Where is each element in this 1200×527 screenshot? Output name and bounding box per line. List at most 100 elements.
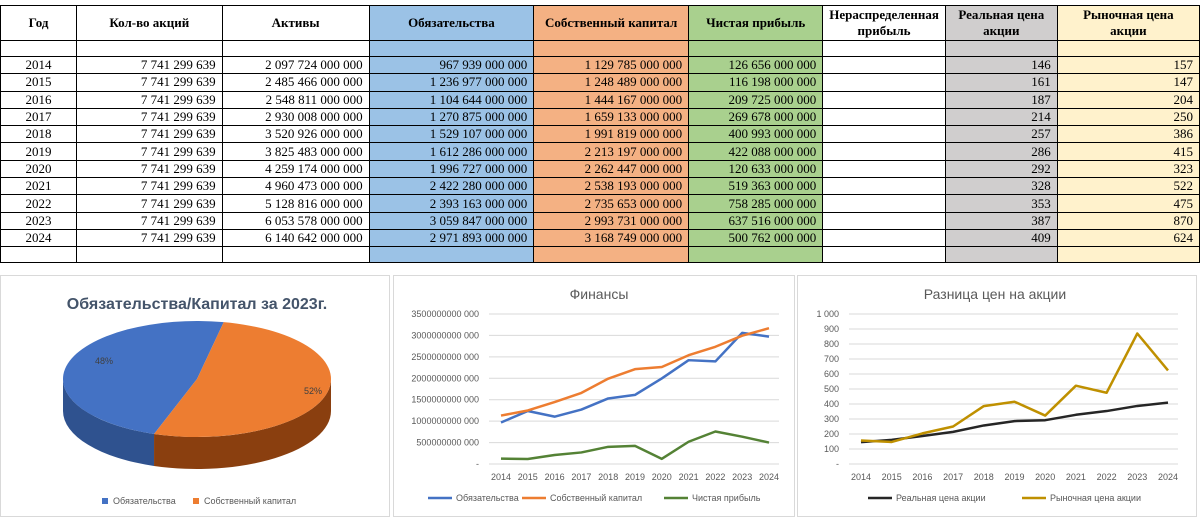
cell[interactable]: Кол-во акций [76,5,223,41]
cell[interactable]: 2 485 466 000 000 [221,73,370,92]
cell[interactable] [221,246,370,264]
cell[interactable]: 204 [1056,90,1200,109]
cell[interactable] [221,40,370,57]
cell[interactable]: 187 [944,90,1058,109]
cell[interactable]: 2020 [0,159,78,179]
cell[interactable]: Обязательства [368,5,535,41]
cell[interactable] [822,159,946,179]
cell[interactable]: 415 [1056,142,1200,161]
cell[interactable]: 2017 [0,107,78,127]
cell[interactable] [822,228,946,248]
cell[interactable]: 7 741 299 639 [76,228,223,248]
cell[interactable]: 386 [1056,125,1200,144]
cell[interactable] [822,90,946,109]
cell[interactable]: 2015 [0,73,78,92]
cell[interactable]: 147 [1056,73,1200,92]
cell[interactable]: 209 725 000 000 [688,90,824,109]
cell[interactable] [822,142,946,161]
cell[interactable]: 120 633 000 000 [688,159,824,179]
cell[interactable]: 214 [944,107,1058,127]
cell[interactable]: 2 538 193 000 000 [533,177,690,196]
cell[interactable]: 967 939 000 000 [368,55,535,75]
cell[interactable] [822,177,946,196]
cell[interactable]: 3 520 926 000 000 [221,125,370,144]
cell[interactable]: 7 741 299 639 [76,90,223,109]
cell[interactable]: 2016 [0,90,78,109]
cell[interactable]: 3 825 483 000 000 [221,142,370,161]
cell[interactable]: 1 129 785 000 000 [533,55,690,75]
cell[interactable] [0,40,78,57]
cell[interactable] [688,246,824,264]
cell[interactable]: Рыночная цена акции [1056,5,1200,41]
cell[interactable]: 1 996 727 000 000 [368,159,535,179]
cell[interactable]: 7 741 299 639 [76,194,223,213]
cell[interactable]: 7 741 299 639 [76,125,223,144]
cell[interactable]: 1 991 819 000 000 [533,125,690,144]
cell[interactable] [822,73,946,92]
cell[interactable]: 4 259 174 000 000 [221,159,370,179]
cell[interactable]: 161 [944,73,1058,92]
cell[interactable]: 2022 [0,194,78,213]
cell[interactable] [688,40,824,57]
cell[interactable] [76,40,223,57]
cell[interactable]: 1 529 107 000 000 [368,125,535,144]
cell[interactable]: 7 741 299 639 [76,211,223,230]
cell[interactable]: 257 [944,125,1058,144]
cell[interactable] [368,246,535,264]
cell[interactable]: 7 741 299 639 [76,55,223,75]
cell[interactable] [533,40,690,57]
cell[interactable]: 323 [1056,159,1200,179]
cell[interactable]: 2 548 811 000 000 [221,90,370,109]
cell[interactable]: 116 198 000 000 [688,73,824,92]
cell[interactable]: 7 741 299 639 [76,159,223,179]
cell[interactable]: 2021 [0,177,78,196]
cell[interactable] [822,107,946,127]
cell[interactable]: 7 741 299 639 [76,142,223,161]
cell[interactable]: Реальная цена акции [944,5,1058,41]
cell[interactable]: 522 [1056,177,1200,196]
cell[interactable]: 5 128 816 000 000 [221,194,370,213]
cell[interactable]: 500 762 000 000 [688,228,824,248]
cell[interactable]: 292 [944,159,1058,179]
cell[interactable]: Нераспределенная прибыль [822,5,946,41]
cell[interactable] [822,125,946,144]
cell[interactable]: 250 [1056,107,1200,127]
cell[interactable]: 269 678 000 000 [688,107,824,127]
cell[interactable]: 2 735 653 000 000 [533,194,690,213]
cell[interactable]: 146 [944,55,1058,75]
cell[interactable]: 1 659 133 000 000 [533,107,690,127]
cell[interactable]: 422 088 000 000 [688,142,824,161]
cell[interactable] [822,246,946,264]
cell[interactable] [76,246,223,264]
cell[interactable] [944,246,1058,264]
cell[interactable]: 400 993 000 000 [688,125,824,144]
cell[interactable]: 1 248 489 000 000 [533,73,690,92]
cell[interactable] [533,246,690,264]
cell[interactable]: 2014 [0,55,78,75]
cell[interactable]: 1 444 167 000 000 [533,90,690,109]
finance-chart-panel[interactable]: Финансы - 500000000 000 1000000000 000 15000… [393,275,795,517]
cell[interactable] [368,40,535,57]
cell[interactable] [0,246,78,264]
cell[interactable]: 2 422 280 000 000 [368,177,535,196]
cell[interactable]: 1 270 875 000 000 [368,107,535,127]
price-chart-panel[interactable]: Разница цен на акции - 100 200 300 400 500 600 7… [797,275,1197,517]
cell[interactable]: Чистая прибыль [688,5,824,41]
cell[interactable]: 7 741 299 639 [76,107,223,127]
cell[interactable]: 2 971 893 000 000 [368,228,535,248]
cell[interactable]: 328 [944,177,1058,196]
cell[interactable]: 2 097 724 000 000 [221,55,370,75]
cell[interactable]: 2 930 008 000 000 [221,107,370,127]
cell[interactable] [1056,40,1200,57]
cell[interactable]: 286 [944,142,1058,161]
cell[interactable]: Активы [221,5,370,41]
cell[interactable]: 2 262 447 000 000 [533,159,690,179]
cell[interactable] [822,40,946,57]
cell[interactable]: 157 [1056,55,1200,75]
cell[interactable]: 624 [1056,228,1200,248]
cell[interactable] [822,211,946,230]
cell[interactable]: 7 741 299 639 [76,177,223,196]
cell[interactable]: 2 393 163 000 000 [368,194,535,213]
cell[interactable]: 7 741 299 639 [76,73,223,92]
cell[interactable] [822,55,946,75]
